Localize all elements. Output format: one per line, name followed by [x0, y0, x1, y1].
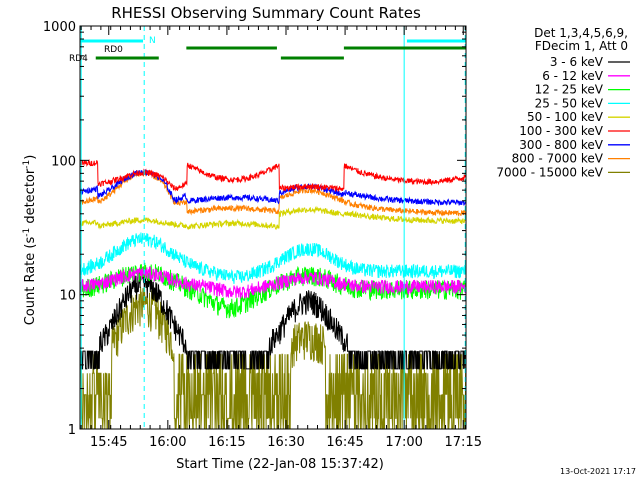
- legend-header-detectors: Det 1,3,4,5,6,9,: [534, 26, 628, 40]
- legend-label-s25_50: 25 - 50 keV: [535, 96, 604, 110]
- legend-label-s7000_15000: 7000 - 15000 keV: [496, 165, 603, 179]
- flag-label-rd0: RD0: [104, 45, 123, 55]
- plot-area: [79, 26, 467, 430]
- x-tick-label: 15:45: [90, 435, 127, 450]
- y-axis-label-mid: detector: [23, 168, 38, 228]
- y-axis-label: Count Rate (s-1 detector-1): [22, 155, 38, 326]
- legend-label-s3_6: 3 - 6 keV: [550, 55, 604, 69]
- legend-label-s300_800: 300 - 800 keV: [519, 138, 603, 152]
- y-tick-label: 1: [68, 423, 76, 438]
- plot-frame: [79, 25, 467, 430]
- legend-label-s6_12: 6 - 12 keV: [542, 69, 604, 83]
- x-tick-label: 16:45: [326, 435, 363, 450]
- x-tick-label: 17:00: [385, 435, 422, 450]
- x-tick-label: 17:15: [445, 435, 482, 450]
- legend-header-decimation: FDecim 1, Att 0: [535, 39, 628, 53]
- y-axis-label-sup2: -1: [22, 160, 32, 169]
- legend: Det 1,3,4,5,6,9, FDecim 1, Att 0 3 - 6 k…: [496, 26, 630, 179]
- y-axis-label-sup1: -1: [22, 228, 32, 237]
- y-axis-label-main: Count Rate (s: [23, 237, 38, 326]
- generation-timestamp: 13-Oct-2021 17:17: [560, 467, 636, 476]
- x-axis-label: Start Time (22-Jan-08 15:37:42): [176, 457, 384, 472]
- y-tick-label: 1000: [43, 20, 76, 35]
- flag-label-rd4: RD4: [69, 54, 88, 64]
- legend-label-s800_7000: 800 - 7000 keV: [512, 152, 604, 166]
- x-tick-label: 16:00: [149, 435, 186, 450]
- legend-label-s12_25: 12 - 25 keV: [535, 83, 604, 97]
- y-tick-label: 100: [51, 154, 76, 169]
- flag-label-n: N: [149, 36, 156, 46]
- x-tick-label: 16:30: [267, 435, 304, 450]
- y-axis-label-end: ): [23, 155, 38, 160]
- chart-title: RHESSI Observing Summary Count Rates: [111, 4, 421, 22]
- x-tick-label: 16:15: [208, 435, 245, 450]
- legend-label-s50_100: 50 - 100 keV: [527, 110, 604, 124]
- y-tick-label: 10: [59, 289, 76, 304]
- legend-label-s100_300: 100 - 300 keV: [519, 124, 603, 138]
- series-line-s6_12: [79, 266, 467, 299]
